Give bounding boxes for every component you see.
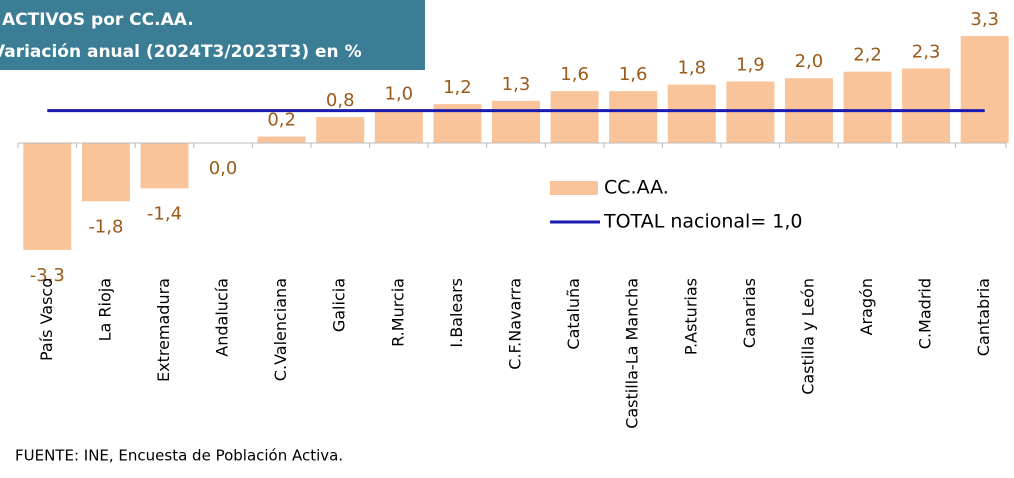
- bar: [902, 68, 951, 143]
- x-tick-label: Galicia: [330, 278, 349, 332]
- value-label: 2,0: [795, 51, 824, 72]
- value-label: -1,8: [88, 216, 123, 237]
- value-label: 0,2: [267, 110, 296, 131]
- x-tick-label: Andalucía: [213, 278, 232, 357]
- bar: [374, 110, 423, 143]
- bar: [257, 136, 306, 143]
- value-label: 2,2: [853, 45, 882, 66]
- chart-subtitle: Variación anual (2024T3/2023T3) en %: [0, 42, 362, 62]
- bar: [667, 84, 716, 143]
- value-label: -1,4: [147, 203, 182, 224]
- bar: [609, 91, 658, 143]
- x-tick-label: C.F.Navarra: [506, 278, 525, 370]
- legend-label: TOTAL nacional= 1,0: [603, 211, 803, 233]
- value-label: 1,2: [443, 77, 472, 98]
- x-tick-label: Castilla y León: [798, 278, 817, 395]
- title-box: [0, 0, 425, 70]
- bar: [316, 117, 365, 143]
- x-tick-label: P.Asturias: [681, 278, 700, 355]
- value-label: -3,3: [30, 265, 65, 286]
- value-label: 2,3: [912, 41, 941, 62]
- x-tick-label: País Vasco: [37, 278, 56, 361]
- value-label: 1,9: [736, 54, 765, 75]
- value-label: 0,8: [326, 90, 355, 111]
- x-tick-label: C.Valenciana: [271, 278, 290, 381]
- x-tick-label: R.Murcia: [388, 278, 407, 347]
- bar: [843, 71, 892, 143]
- bar: [492, 100, 540, 143]
- bar: [23, 143, 72, 250]
- x-tick-label: La Rioja: [95, 278, 114, 341]
- bar: [81, 143, 130, 202]
- value-label: 1,8: [677, 58, 706, 79]
- value-label: 1,3: [502, 74, 531, 95]
- legend-swatch: [550, 181, 598, 195]
- chart-title: ACTIVOS por CC.AA.: [2, 10, 194, 30]
- x-tick-label: Castilla-La Mancha: [623, 278, 642, 429]
- bar: [726, 81, 775, 143]
- x-tick-label: Cantabria: [974, 278, 993, 356]
- bar: [550, 91, 599, 143]
- legend-label: CC.AA.: [604, 177, 669, 199]
- x-tick-label: Extremadura: [154, 278, 173, 382]
- bar: [140, 143, 189, 189]
- x-tick-label: C.Madrid: [916, 278, 935, 349]
- value-label: 3,3: [970, 9, 999, 30]
- value-label: 0,0: [209, 158, 238, 179]
- x-tick-label: Canarias: [740, 278, 759, 348]
- value-label: 1,6: [619, 64, 648, 85]
- x-tick-label: I.Balears: [447, 278, 466, 348]
- x-tick-label: Cataluña: [564, 278, 583, 350]
- bar: [960, 36, 1009, 143]
- source: FUENTE: INE, Encuesta de Población Activ…: [15, 447, 343, 465]
- value-label: 1,0: [385, 84, 414, 105]
- value-label: 1,6: [560, 64, 589, 85]
- x-tick-label: Aragón: [857, 278, 876, 335]
